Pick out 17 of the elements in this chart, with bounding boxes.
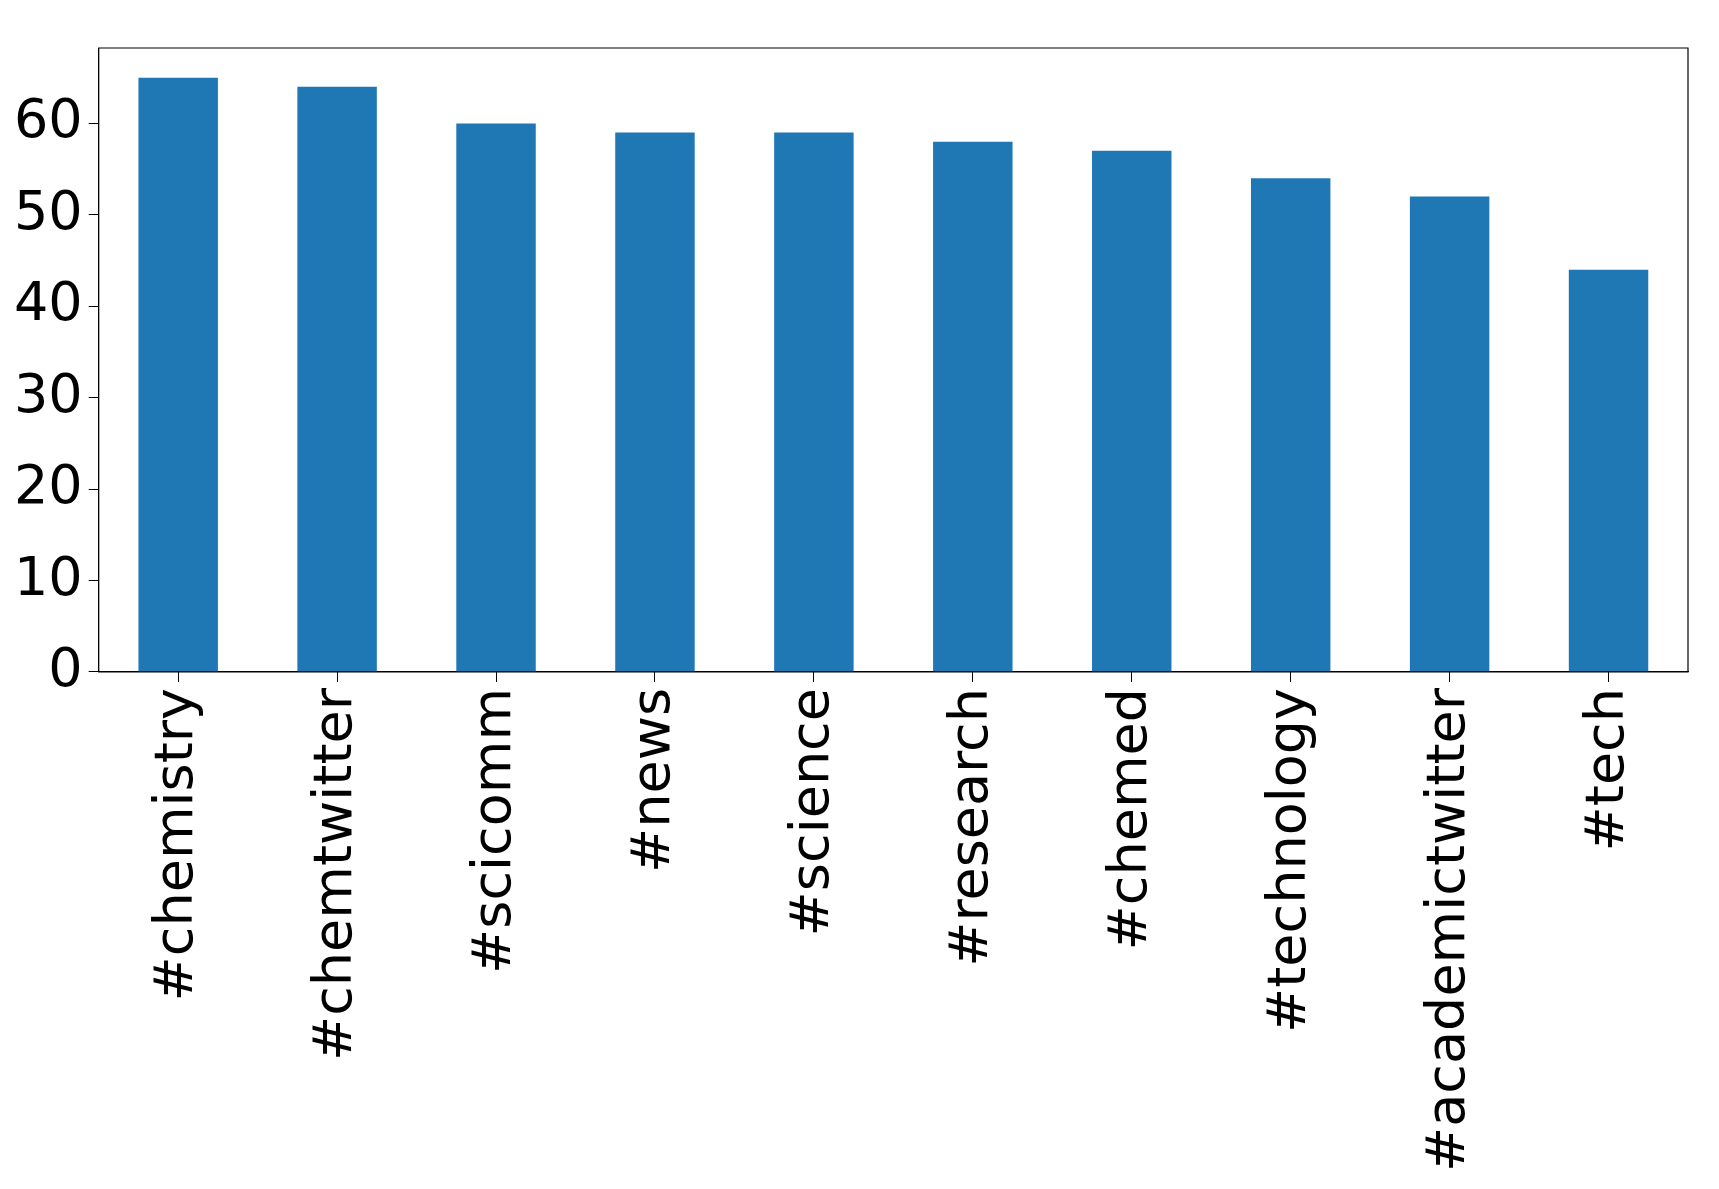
x-tick-label: #chemistry bbox=[142, 687, 206, 1002]
y-tick-label: 0 bbox=[48, 636, 83, 700]
x-tick-label: #technology bbox=[1254, 687, 1318, 1034]
x-tick-label: #chemed bbox=[1095, 687, 1159, 951]
x-tick-label: #tech bbox=[1572, 687, 1636, 852]
y-tick-label: 40 bbox=[13, 270, 83, 334]
y-tick-label: 30 bbox=[13, 361, 83, 425]
x-tick-label: #academictwitter bbox=[1413, 687, 1477, 1173]
x-tick-label: #chemtwitter bbox=[301, 687, 365, 1062]
y-tick-label: 50 bbox=[13, 178, 83, 242]
x-tick-label: #research bbox=[936, 687, 1000, 967]
x-tick-label: #scicomm bbox=[460, 687, 524, 974]
y-tick-label: 20 bbox=[13, 453, 83, 517]
x-tick-label: #science bbox=[777, 687, 841, 937]
y-tick-label: 60 bbox=[13, 87, 83, 151]
y-tick-label: 10 bbox=[13, 544, 83, 608]
x-tick-label: #news bbox=[618, 687, 682, 873]
